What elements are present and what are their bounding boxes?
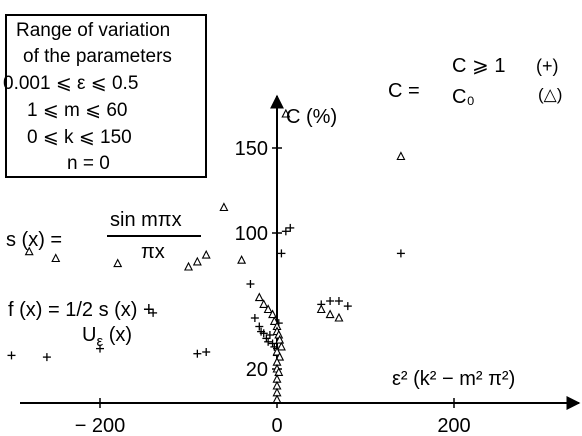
plus-point <box>343 302 352 311</box>
triangle-point <box>192 256 202 266</box>
f-equation-line-1: f (x) = 1/2 s (x) + <box>8 299 155 321</box>
triangle-point <box>272 394 282 404</box>
triangle-point <box>183 261 194 271</box>
s-equation-numerator: sin mπx <box>110 209 182 231</box>
x-tick-label: 200 <box>437 415 470 436</box>
m-range: 1 ⩽ m ⩽ 60 <box>27 100 128 121</box>
s-equation-denominator: πx <box>141 241 165 263</box>
triangle-point <box>275 334 285 344</box>
f-u-symbol: U <box>82 324 97 346</box>
plus-point <box>246 280 255 288</box>
plus-point <box>7 351 16 360</box>
legend-c-top: C ⩾ 1 <box>452 55 506 77</box>
x-tick-label: − 200 <box>75 415 126 436</box>
triangle-point <box>268 309 278 319</box>
plus-point <box>277 249 286 258</box>
legend-spacer <box>450 81 514 82</box>
triangle-point <box>281 108 291 118</box>
f-x-arg: (x) <box>103 324 133 346</box>
triangle-point <box>275 351 285 361</box>
legend-c-equals: C = <box>388 80 420 102</box>
plus-point <box>396 249 405 258</box>
plus-point <box>149 308 158 317</box>
triangle-point <box>51 253 61 263</box>
box-title-line-2: of the parameters <box>23 46 172 67</box>
plus-point <box>42 353 51 362</box>
triangle-point <box>201 249 211 259</box>
f-equation-line-2: Uε (x) <box>82 324 132 353</box>
legend-plus-marker: (+) <box>536 56 559 76</box>
plus-point <box>250 314 259 322</box>
triangle-point <box>269 316 279 325</box>
x-tick-label: 0 <box>271 415 282 436</box>
triangle-point <box>325 309 335 319</box>
plus-point <box>281 227 290 236</box>
triangle-point <box>272 346 282 356</box>
f-epsilon-sub: ε <box>96 333 104 350</box>
plus-point <box>326 297 335 305</box>
plus-point <box>264 337 273 346</box>
plus-point <box>286 223 295 232</box>
triangle-point <box>254 292 264 302</box>
plus-point <box>202 348 211 356</box>
y-tick-label: 100 <box>235 223 268 245</box>
triangle-point <box>263 304 273 314</box>
triangle-point <box>334 312 344 322</box>
triangle-point <box>259 299 269 308</box>
triangle-point <box>237 254 247 264</box>
triangle-point <box>219 202 229 212</box>
box-title-line-1: Range of variation <box>16 20 171 41</box>
k-range: 0 ⩽ k ⩽ 150 <box>27 127 132 148</box>
y-tick-label: 20 <box>246 359 268 381</box>
plus-point <box>259 329 268 338</box>
plus-point <box>262 334 271 343</box>
data-points <box>7 108 406 404</box>
legend-triangle-marker: (△) <box>538 85 563 104</box>
triangle-point <box>396 151 406 161</box>
triangle-point <box>316 304 326 314</box>
plus-point <box>334 297 343 305</box>
axis-ticks: − 400− 200020040020100150 <box>75 138 471 436</box>
y-axis-label: C (%) <box>286 106 338 128</box>
plus-point <box>193 349 202 358</box>
legend-c-bottom: C₀ <box>452 86 475 108</box>
s-equation-lhs: s (x) = <box>6 229 63 251</box>
plus-point <box>96 344 104 353</box>
parameter-range-box: Range of variation of the parameters 0.0… <box>3 14 207 178</box>
plus-point <box>255 322 264 331</box>
triangle-point <box>276 341 286 351</box>
triangle-point <box>274 367 284 376</box>
s-fraction-bar <box>107 235 201 237</box>
epsilon-range: 0.001 ⩽ ε ⩽ 0.5 <box>3 73 139 94</box>
x-axis-label: ε² (k² − m² π²) <box>392 368 516 390</box>
triangle-point <box>113 258 123 268</box>
triangle-point <box>24 246 34 256</box>
n-value: n = 0 <box>67 153 110 174</box>
y-tick-label: 150 <box>235 138 268 160</box>
